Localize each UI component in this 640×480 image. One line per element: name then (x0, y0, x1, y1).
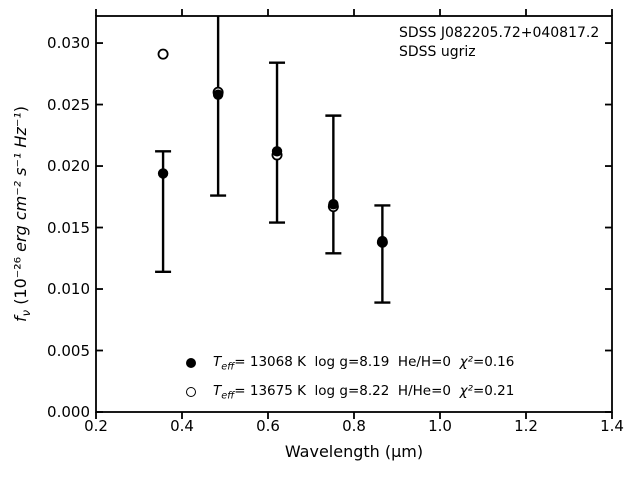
legend-marker-filled-circle-icon (186, 358, 196, 368)
y-axis-label-subscript: ν (19, 309, 34, 317)
annotation-object-id: SDSS J082205.72+040817.2 (399, 25, 600, 41)
x-axis-label: Wavelength (μm) (284, 442, 424, 461)
x-tick-label: 1.0 (428, 417, 452, 435)
legend-text-observed: Teff= 13068 K log g=8.19 He/H=0 χ²=0.16 (213, 353, 515, 373)
y-tick-label: 0.015 (47, 218, 90, 237)
x-tick-label: 0.6 (256, 417, 280, 435)
x-tick-label: 0.4 (170, 417, 194, 435)
y-tick-label: 0.010 (47, 280, 90, 299)
legend-row-model: Teff= 13675 K log g=8.22 H/He=0 χ²=0.21 (186, 383, 514, 401)
model-point-open-circle (157, 48, 169, 60)
y-axis-label-symbol: f (10, 316, 30, 322)
annotation-block: SDSS J082205.72+040817.2 SDSS ugriz (399, 24, 599, 62)
x-tick-label: 1.4 (600, 417, 624, 435)
observed-point-filled-circle (377, 235, 388, 247)
y-tick-label: 0.005 (47, 341, 90, 360)
annotation-filter-set: SDSS ugriz (399, 44, 476, 60)
x-tick-label: 1.2 (514, 417, 538, 435)
legend-text-model: Teff= 13675 K log g=8.22 H/He=0 χ²=0.21 (213, 382, 515, 402)
observed-point-filled-circle (271, 146, 283, 157)
observed-point-filled-circle (212, 89, 224, 100)
x-tick-label: 0.8 (342, 417, 366, 435)
x-tick-label: 0.2 (84, 417, 108, 435)
legend-row-observed: Teff= 13068 K log g=8.19 He/H=0 χ²=0.16 (186, 354, 514, 372)
legend-marker-open-circle-icon (186, 387, 196, 397)
plot-frame (95, 15, 613, 413)
y-tick-label: 0.020 (47, 157, 90, 176)
y-tick-label: 0.025 (47, 95, 90, 114)
y-tick-label: 0.000 (47, 403, 90, 421)
y-tick-label: 0.030 (47, 34, 90, 53)
observed-point-filled-circle (157, 168, 169, 179)
observed-point-filled-circle (328, 198, 339, 210)
